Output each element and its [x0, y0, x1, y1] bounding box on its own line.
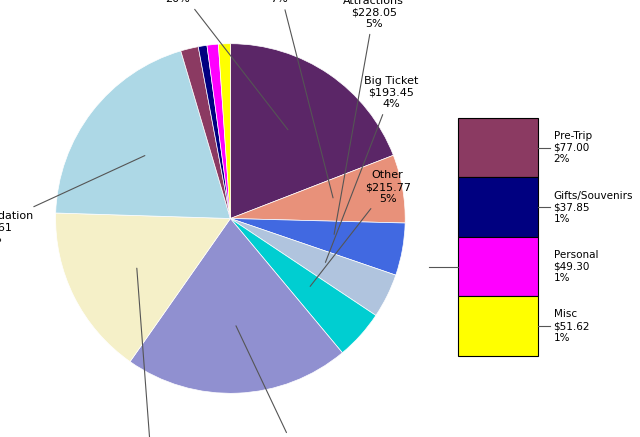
- Text: Accommodation
$938.61
21%: Accommodation $938.61 21%: [0, 156, 145, 244]
- FancyBboxPatch shape: [458, 118, 538, 177]
- Wedge shape: [230, 218, 405, 275]
- Wedge shape: [207, 44, 230, 218]
- Wedge shape: [218, 44, 230, 218]
- Wedge shape: [230, 218, 376, 353]
- Wedge shape: [180, 47, 230, 218]
- Text: Attractions
$228.05
5%: Attractions $228.05 5%: [334, 0, 404, 234]
- Text: Personal
$49.30
1%: Personal $49.30 1%: [554, 250, 598, 283]
- FancyBboxPatch shape: [458, 296, 538, 356]
- Wedge shape: [230, 44, 394, 218]
- Wedge shape: [56, 51, 230, 218]
- Text: Food / Drinks
$900.47
20%: Food / Drinks $900.47 20%: [141, 0, 288, 130]
- Wedge shape: [130, 218, 342, 393]
- Text: Transport
$296.94
7%: Transport $296.94 7%: [253, 0, 333, 198]
- Text: Big Ticket
$193.45
4%: Big Ticket $193.45 4%: [325, 76, 419, 262]
- Text: Pre-Trip
$77.00
2%: Pre-Trip $77.00 2%: [554, 131, 592, 164]
- Text: Euro-Rail
$743.00
17%: Euro-Rail $743.00 17%: [127, 268, 177, 437]
- FancyBboxPatch shape: [458, 177, 538, 237]
- Wedge shape: [56, 213, 230, 362]
- Wedge shape: [198, 45, 230, 219]
- Text: Gifts/Souvenirs
$37.85
1%: Gifts/Souvenirs $37.85 1%: [554, 191, 633, 224]
- FancyBboxPatch shape: [458, 237, 538, 296]
- Text: Misc
$51.62
1%: Misc $51.62 1%: [554, 309, 590, 343]
- Wedge shape: [230, 218, 396, 316]
- Text: Flights
$979.97
21%: Flights $979.97 21%: [236, 326, 320, 437]
- Wedge shape: [230, 155, 405, 223]
- Text: Other
$215.77
5%: Other $215.77 5%: [310, 170, 411, 286]
